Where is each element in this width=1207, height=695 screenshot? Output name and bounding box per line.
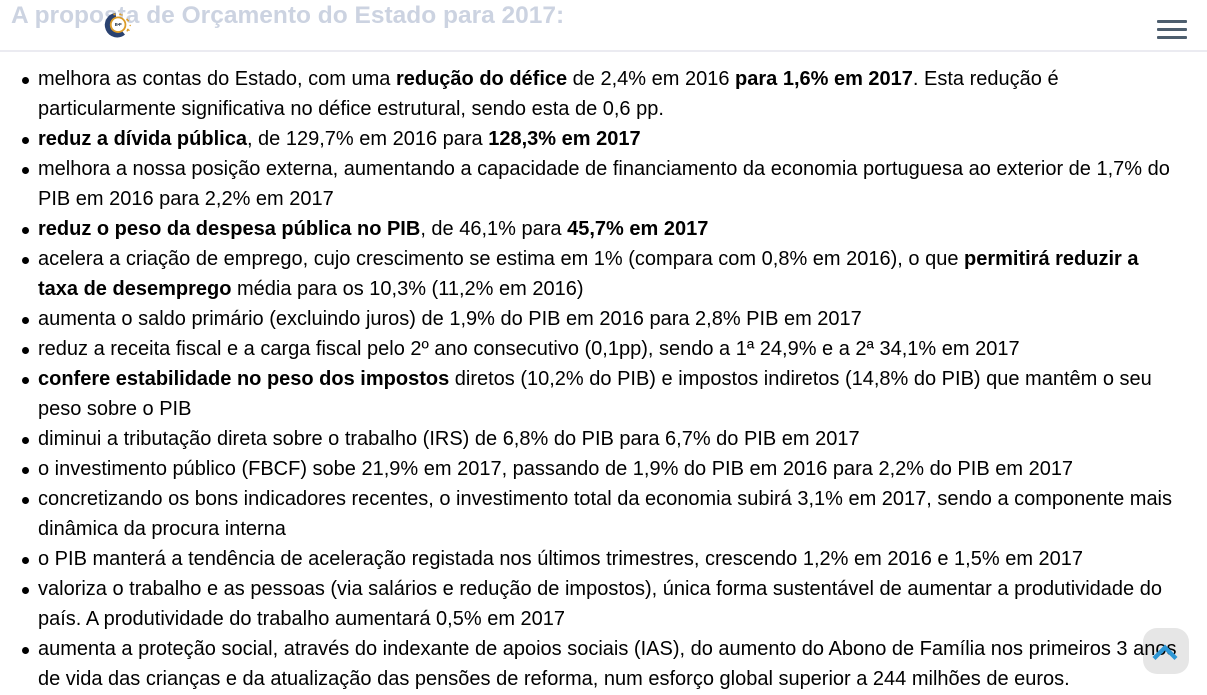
svg-text:B•P: B•P (115, 22, 122, 27)
